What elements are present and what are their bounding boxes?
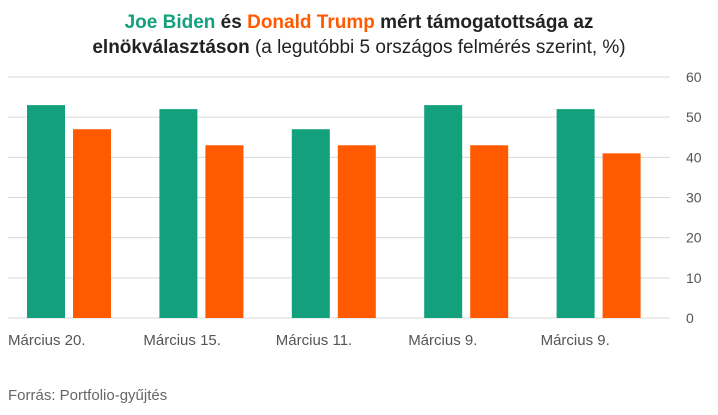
title-line-2: elnökválasztáson (a legutóbbi 5 országos…: [0, 35, 718, 60]
bar-trump: [205, 145, 244, 318]
y-tick-label: 20: [686, 230, 702, 246]
bar-biden: [159, 109, 198, 318]
bar-trump: [337, 145, 376, 318]
y-tick-label: 50: [686, 109, 702, 125]
x-tick-label: Március 11.: [276, 332, 352, 349]
title-line2-bold: elnökválasztáson: [92, 37, 250, 58]
title-rest: mért támogatottsága az: [374, 12, 594, 33]
chart-title: Joe Biden és Donald Trump mért támogatot…: [0, 10, 718, 60]
y-tick-label: 30: [686, 190, 702, 206]
bar-trump: [470, 145, 509, 318]
x-tick-label: Március 9.: [408, 332, 477, 349]
title-line2-normal: (a legutóbbi 5 országos felmérés szerint…: [249, 37, 626, 58]
x-tick-label: Március 9.: [541, 332, 610, 349]
x-tick-label: Március 20.: [8, 332, 86, 349]
bar-biden: [291, 129, 330, 318]
title-line-1: Joe Biden és Donald Trump mért támogatot…: [0, 10, 718, 35]
y-tick-label: 10: [686, 270, 702, 286]
bar-biden: [424, 105, 463, 318]
axis-labels: 0 10 20 30 40 50 60 Március 20. Március 15. Márci…: [8, 69, 702, 349]
title-and: és: [215, 12, 248, 33]
title-trump: Donald Trump: [247, 12, 375, 33]
y-tick-label: 40: [686, 149, 702, 165]
bar-biden: [556, 109, 595, 318]
title-biden: Joe Biden: [124, 12, 216, 33]
y-tick-label: 60: [686, 69, 702, 85]
bar-trump: [602, 153, 641, 318]
bar-trump: [73, 129, 111, 318]
source-note: Forrás: Portfolio-gyűjtés: [8, 387, 168, 404]
bar-biden: [27, 105, 65, 318]
y-tick-label: 0: [686, 310, 694, 326]
x-tick-label: Március 15.: [143, 332, 221, 349]
bars: [27, 105, 641, 318]
